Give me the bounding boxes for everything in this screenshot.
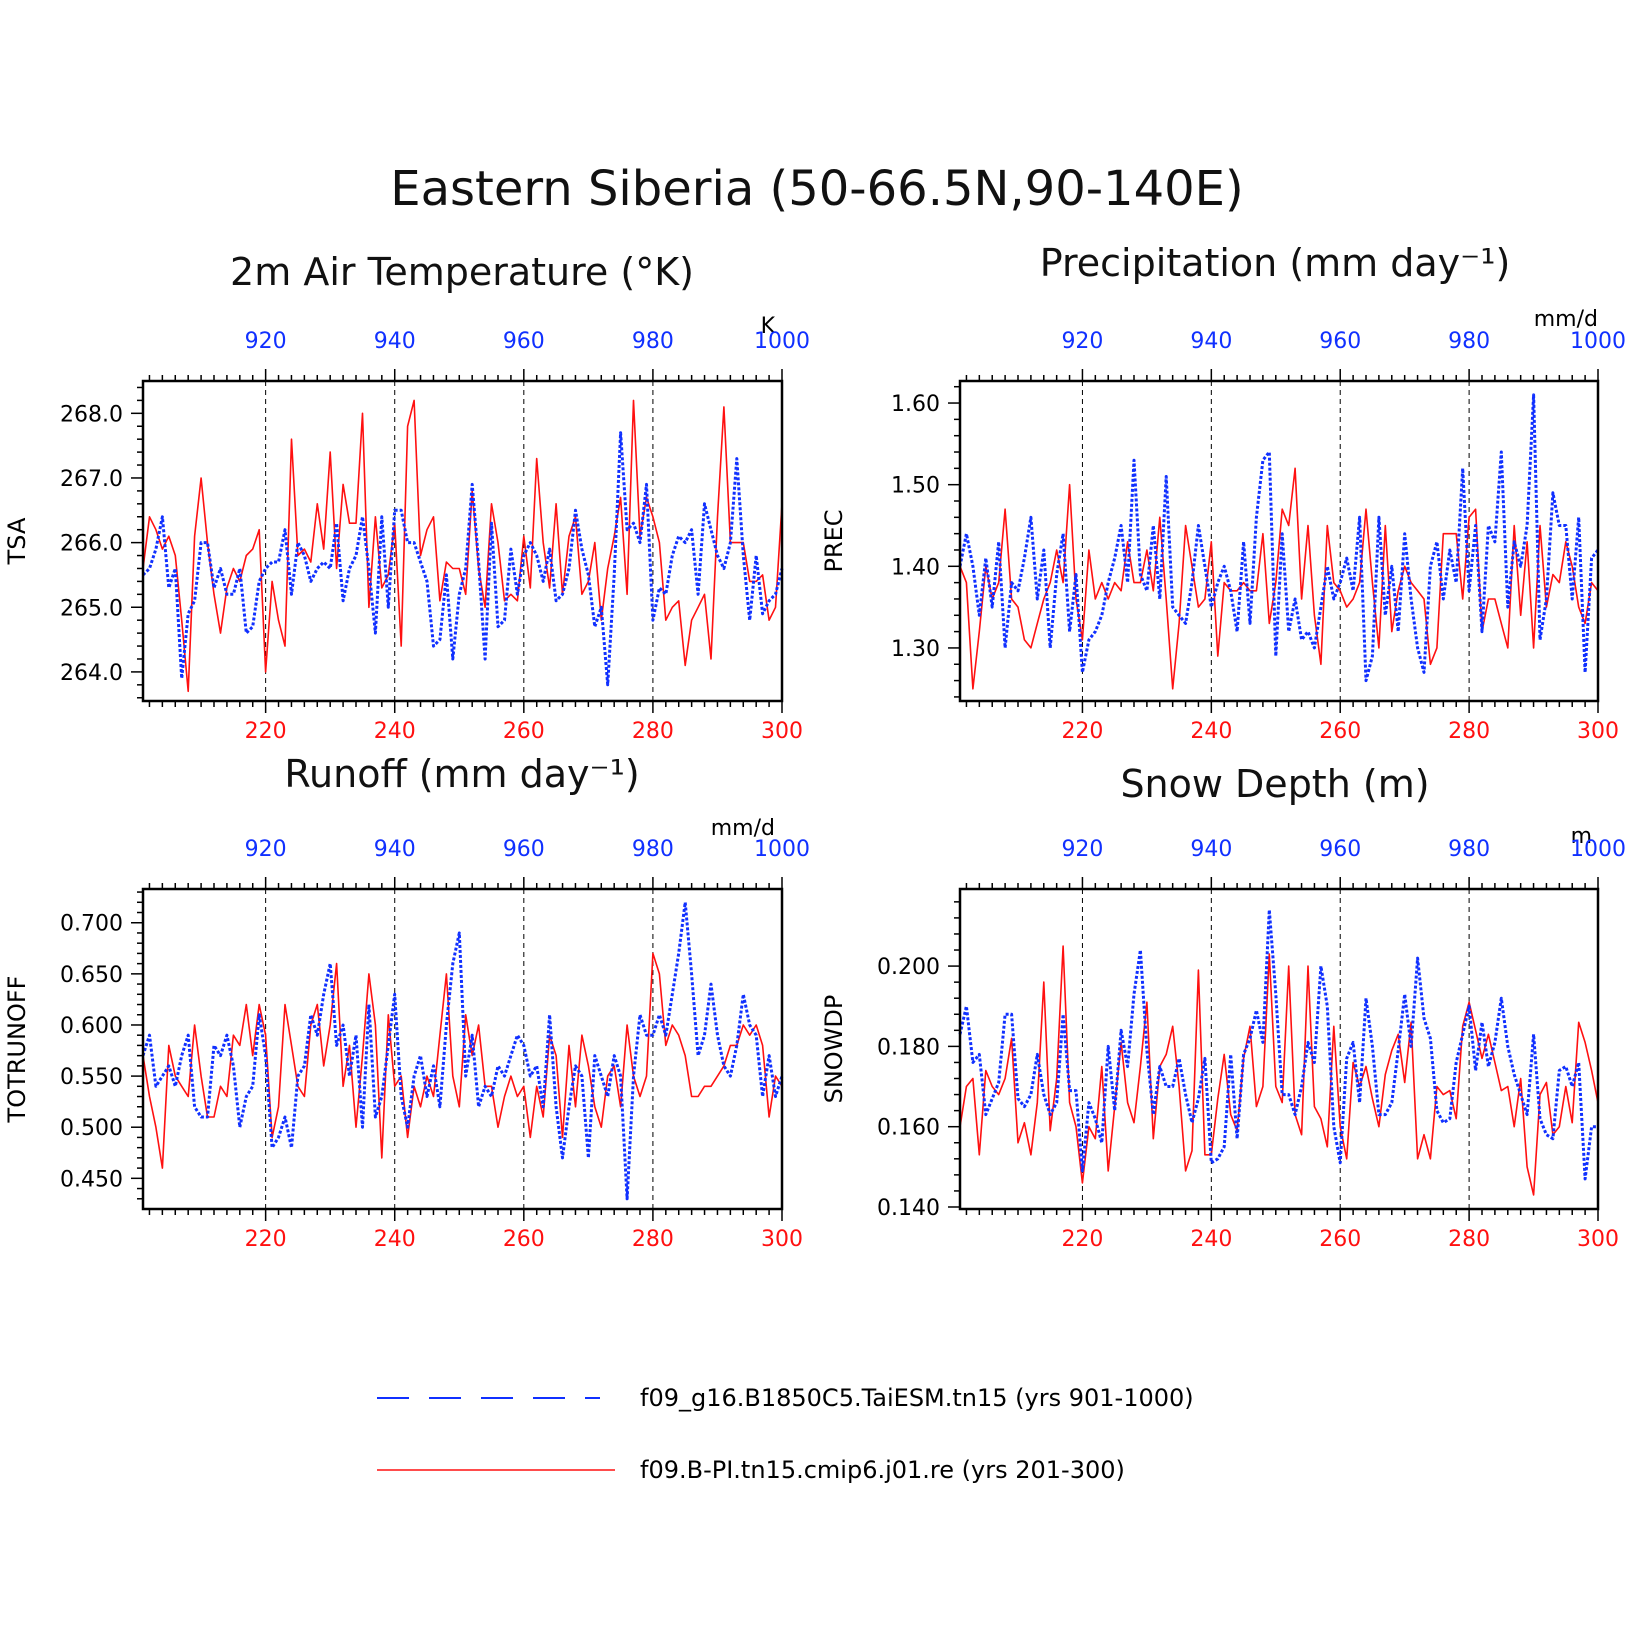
x-top-tick-label: 1000	[754, 837, 810, 862]
units-label: m	[1571, 824, 1592, 849]
x-top-tick-label: 940	[1190, 837, 1232, 862]
x-top-tick-label: 920	[1061, 837, 1103, 862]
series-line-blue	[141, 431, 784, 687]
x-tick-label: 300	[761, 1227, 803, 1252]
x-tick-label: 240	[1190, 719, 1232, 744]
y-axis-label: SNOWDP	[820, 995, 848, 1104]
x-top-tick-label: 940	[374, 329, 416, 354]
x-tick-label: 220	[245, 719, 287, 744]
x-top-tick-label: 960	[1319, 837, 1361, 862]
y-tick-label: 266.0	[60, 532, 123, 557]
series-line-blue	[958, 908, 1598, 1181]
x-top-tick-label: 980	[1448, 837, 1490, 862]
x-tick-label: 280	[1448, 719, 1490, 744]
y-tick-label: 1.50	[891, 474, 940, 499]
panel-tsa: 2m Air Temperature (°K) K TSA 264.0 265.0 266…	[3, 250, 810, 744]
x-tick-label: 260	[1319, 719, 1361, 744]
x-tick-label: 260	[503, 1227, 545, 1252]
x-top-tick-label: 940	[374, 837, 416, 862]
y-tick-label: 1.30	[891, 637, 940, 662]
y-tick-label: 0.500	[60, 1116, 123, 1141]
panel-prec: Precipitation (mm day⁻¹) mm/d PREC 1.30 1.40…	[820, 241, 1626, 744]
y-tick-label: 0.600	[60, 1014, 123, 1039]
x-top-tick-label: 1000	[754, 329, 810, 354]
y-tick-label: 0.200	[877, 955, 940, 980]
units-label: mm/d	[711, 816, 775, 841]
y-tick-label: 264.0	[60, 661, 123, 686]
y-tick-label: 0.700	[60, 912, 123, 937]
x-tick-label: 300	[761, 719, 803, 744]
y-tick-label: 268.0	[60, 402, 123, 427]
y-tick-label: 0.550	[60, 1065, 123, 1090]
x-tick-label: 280	[632, 719, 674, 744]
x-tick-label: 240	[1190, 1227, 1232, 1252]
x-tick-label: 300	[1577, 1227, 1619, 1252]
x-top-tick-label: 920	[245, 837, 287, 862]
x-tick-label: 240	[374, 1227, 416, 1252]
x-top-tick-label: 960	[503, 837, 545, 862]
panel-snowdp: Snow Depth (m) m SNOWDP 0.140 0.160 0.180 0.20…	[820, 762, 1626, 1252]
series-line-blue	[958, 393, 1600, 683]
panel-title: 2m Air Temperature (°K)	[230, 250, 694, 294]
y-axis-label: PREC	[820, 509, 848, 572]
y-tick-label: 267.0	[60, 467, 123, 492]
series-line-red	[959, 467, 1599, 690]
x-top-tick-label: 980	[632, 837, 674, 862]
x-tick-label: 280	[632, 1227, 674, 1252]
x-top-tick-label: 1000	[1570, 837, 1626, 862]
x-top-tick-label: 980	[632, 329, 674, 354]
y-tick-label: 0.650	[60, 963, 123, 988]
series-line-red	[959, 945, 1599, 1196]
panels: 2m Air Temperature (°K) K TSA 264.0 265.0 266…	[3, 241, 1626, 1252]
series-line-red	[142, 399, 783, 693]
y-axis-label: TSA	[3, 517, 31, 565]
y-tick-label: 0.180	[877, 1035, 940, 1060]
x-top-tick-label: 940	[1190, 329, 1232, 354]
x-top-tick-label: 1000	[1570, 329, 1626, 354]
legend: f09_g16.B1850C5.TaiESM.tn15 (yrs 901-100…	[377, 1384, 1194, 1484]
x-top-tick-label: 960	[503, 329, 545, 354]
x-tick-label: 220	[1061, 719, 1103, 744]
x-tick-label: 280	[1448, 1227, 1490, 1252]
x-top-tick-label: 980	[1448, 329, 1490, 354]
x-top-tick-label: 920	[1061, 329, 1103, 354]
y-axis-label: TOTRUNOFF	[3, 976, 31, 1124]
series-line-blue	[141, 900, 784, 1201]
plot-frame	[141, 379, 784, 703]
x-tick-label: 220	[245, 1227, 287, 1252]
plot-frame	[958, 379, 1600, 703]
legend-item-blue: f09_g16.B1850C5.TaiESM.tn15 (yrs 901-100…	[377, 1384, 1194, 1412]
x-top-tick-label: 920	[245, 329, 287, 354]
y-tick-label: 1.40	[891, 555, 940, 580]
panel-totrunoff: Runoff (mm day⁻¹) mm/d TOTRUNOFF 0.450 0.500…	[3, 752, 810, 1252]
units-label: mm/d	[1534, 307, 1598, 332]
panel-title: Snow Depth (m)	[1120, 762, 1429, 806]
panel-title: Runoff (mm day⁻¹)	[284, 752, 639, 796]
y-tick-label: 265.0	[60, 596, 123, 621]
x-top-tick-label: 960	[1319, 329, 1361, 354]
y-tick-label: 0.450	[60, 1167, 123, 1192]
x-tick-label: 260	[503, 719, 545, 744]
y-tick-label: 0.160	[877, 1116, 940, 1141]
figure-title: Eastern Siberia (50-66.5N,90-140E)	[390, 161, 1243, 217]
legend-item-red: f09.B-PI.tn15.cmip6.j01.re (yrs 201-300)	[377, 1456, 1125, 1484]
plot-frame	[141, 887, 784, 1211]
x-tick-label: 220	[1061, 1227, 1103, 1252]
panel-title: Precipitation (mm day⁻¹)	[1040, 241, 1511, 285]
y-tick-label: 1.60	[891, 392, 940, 417]
series-line-red	[142, 952, 783, 1169]
plot-frame	[958, 887, 1600, 1211]
units-label: K	[761, 314, 776, 339]
x-tick-label: 300	[1577, 719, 1619, 744]
x-tick-label: 240	[374, 719, 416, 744]
x-tick-label: 260	[1319, 1227, 1361, 1252]
legend-label-blue: f09_g16.B1850C5.TaiESM.tn15 (yrs 901-100…	[640, 1384, 1194, 1412]
legend-label-red: f09.B-PI.tn15.cmip6.j01.re (yrs 201-300)	[640, 1456, 1125, 1484]
y-tick-label: 0.140	[877, 1196, 940, 1221]
